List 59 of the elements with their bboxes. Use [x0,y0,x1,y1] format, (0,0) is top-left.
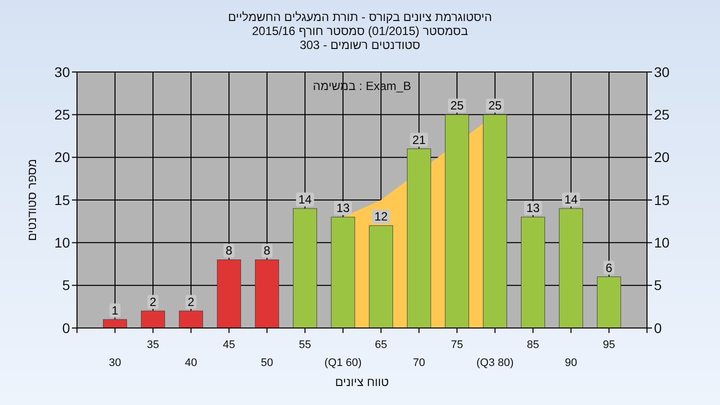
x-tick-label: 45 [222,339,236,351]
y-tick-label: 15 [54,192,70,208]
y2-tick-label: 0 [654,320,662,336]
data-label: 21 [412,132,426,147]
y2-tick-label: 20 [654,149,670,166]
x-tick-label: 35 [146,339,160,351]
y2-tick-label: 15 [654,192,670,208]
x-tick-label: 70 [412,357,426,369]
x-tick-label: 95 [602,339,616,351]
y-axis-title: מספר סטודנטים [25,158,39,242]
y-tick-label: 25 [54,106,70,123]
y-tick-label: 30 [54,64,70,80]
y2-tick-label: 25 [654,106,670,123]
x-axis-title: טווח ציונים [335,375,390,389]
bar [520,216,546,328]
x-tick-label: (Q1 60) [324,357,362,369]
data-label: 14 [564,192,578,207]
bar [406,148,432,328]
x-tick-label: 65 [374,339,388,351]
y-tick-label: 0 [62,320,70,336]
data-label: 13 [526,201,540,216]
chart-title: היסטוגרמת ציונים בקורס - תורת המעגלים החשמליים [228,10,492,24]
data-label: 8 [226,244,233,258]
y2-tick-label: 5 [654,277,662,294]
y-tick-label: 20 [54,149,70,166]
y2-tick-label: 10 [654,234,670,251]
bar [292,208,318,328]
data-label: 12 [374,210,388,224]
y-tick-label: 5 [62,277,70,294]
bar [596,276,622,328]
data-label: 2 [188,294,195,309]
data-label: 13 [336,201,350,216]
bar [330,216,356,328]
chart-subtitle: בסמסטר (01/2015) סמסטר חורף 2015/16 סטודנטים רשומים - 303 [252,24,468,52]
x-tick-label: 85 [526,339,540,351]
bar [254,259,280,328]
data-label: 25 [488,98,502,113]
x-tick-label: 75 [450,339,464,351]
bar [482,114,508,328]
data-label: 1 [112,303,119,318]
x-tick-label: 40 [184,357,198,369]
data-label: 8 [264,244,271,258]
bar [558,208,584,328]
data-label: 25 [450,98,464,113]
data-label: 14 [298,192,312,207]
data-label: 2 [150,294,157,309]
bar [178,310,204,328]
bar [140,310,166,328]
y2-tick-label: 30 [654,64,670,80]
bar [444,114,470,328]
x-tick-label: 55 [298,339,312,351]
x-tick-label: 90 [564,357,578,369]
data-label: 6 [606,260,613,275]
x-tick-label: 30 [108,357,122,369]
y-tick-label: 10 [54,234,70,251]
bar [102,319,128,328]
x-tick-label: 50 [260,357,274,369]
bar [216,259,242,328]
x-tick-label: (Q3 80) [476,357,514,369]
